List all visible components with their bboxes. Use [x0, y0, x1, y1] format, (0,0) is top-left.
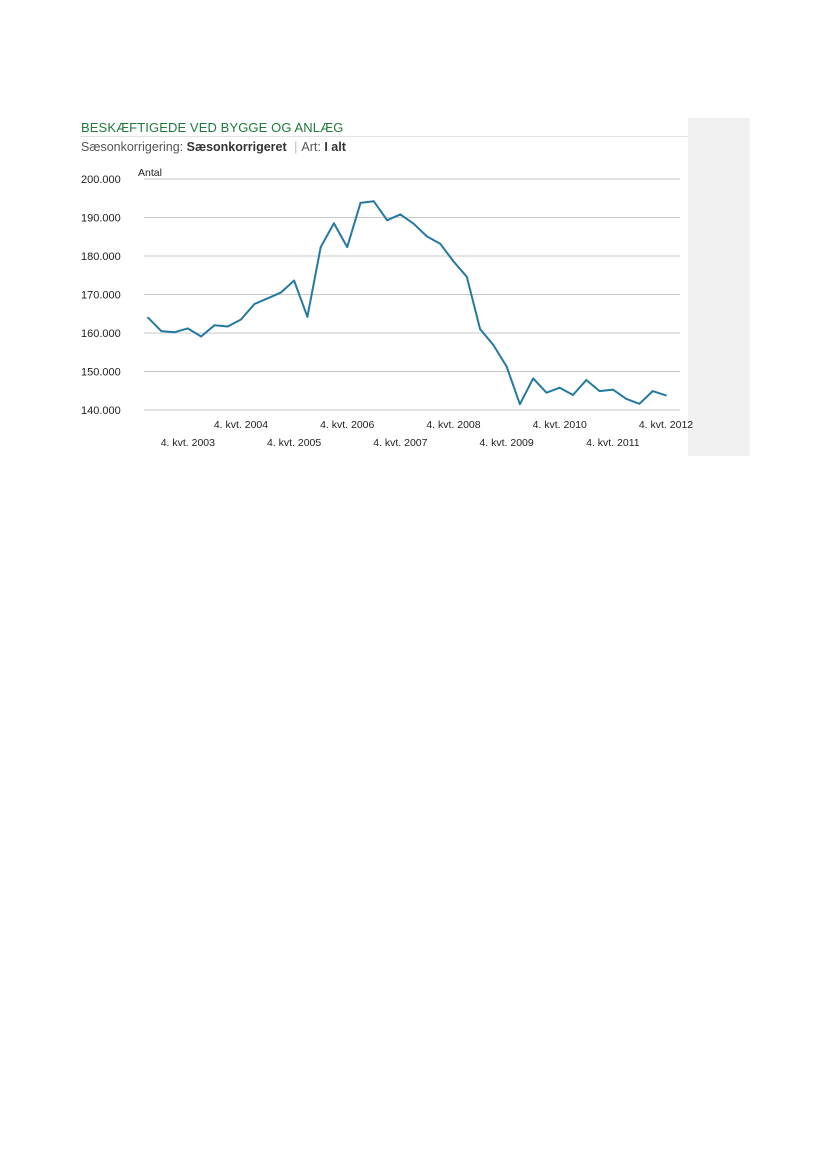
filter-type-label: Art: — [301, 140, 321, 154]
data-point[interactable] — [319, 246, 322, 249]
series-line — [147, 200, 667, 406]
title-divider — [80, 136, 688, 137]
data-point[interactable] — [186, 327, 189, 330]
data-point[interactable] — [226, 325, 229, 328]
data-point[interactable] — [439, 242, 442, 245]
data-point[interactable] — [426, 235, 428, 238]
chart-sidebar — [688, 118, 750, 456]
y-tick-label: 150.000 — [81, 367, 121, 379]
data-point[interactable] — [479, 328, 481, 331]
data-point[interactable] — [386, 219, 388, 222]
y-tick-label: 160.000 — [81, 328, 121, 340]
data-point[interactable] — [545, 391, 548, 394]
data-point[interactable] — [266, 297, 269, 300]
data-point[interactable] — [611, 388, 614, 391]
data-point[interactable] — [651, 390, 654, 393]
data-point[interactable] — [412, 222, 415, 225]
data-point[interactable] — [240, 318, 242, 321]
chart-panel — [78, 118, 750, 456]
filter-summary: Sæsonkorrigering: Sæsonkorrigeret | Art: … — [81, 140, 346, 154]
grid-lines — [144, 178, 680, 411]
x-tick-label: 4. kvt. 2007 — [373, 437, 427, 449]
data-point[interactable] — [279, 291, 282, 294]
data-point[interactable] — [532, 377, 535, 380]
data-point[interactable] — [665, 394, 667, 397]
x-tick-label: 4. kvt. 2005 — [267, 437, 321, 449]
data-point[interactable] — [160, 330, 163, 332]
data-point[interactable] — [598, 390, 601, 393]
x-tick-label: 4. kvt. 2012 — [639, 419, 693, 431]
data-point[interactable] — [452, 260, 455, 263]
data-point[interactable] — [558, 386, 561, 389]
x-tick-label: 4. kvt. 2011 — [586, 437, 640, 449]
data-point[interactable] — [200, 335, 203, 338]
data-point[interactable] — [346, 246, 349, 249]
data-point[interactable] — [585, 379, 588, 381]
x-tick-label: 4. kvt. 2004 — [214, 419, 268, 431]
y-tick-label: 170.000 — [81, 290, 121, 302]
data-point[interactable] — [505, 365, 508, 368]
data-point[interactable] — [372, 200, 375, 203]
data-point[interactable] — [333, 222, 335, 225]
data-point[interactable] — [173, 331, 176, 334]
filter-separator: | — [294, 140, 298, 154]
data-point[interactable] — [147, 316, 149, 319]
y-axis-ticks: 140.000 150.000 160.000 170.000 180.000 190.0… — [81, 174, 121, 417]
y-tick-label: 140.000 — [81, 405, 121, 417]
x-tick-label: 4. kvt. 2003 — [161, 437, 215, 449]
data-point[interactable] — [306, 315, 309, 318]
data-point[interactable] — [638, 402, 641, 405]
data-point[interactable] — [465, 275, 468, 278]
filter-season-label: Sæsonkorrigering: — [81, 140, 184, 154]
x-tick-label: 4. kvt. 2010 — [533, 419, 587, 431]
x-tick-label: 4. kvt. 2009 — [479, 437, 533, 449]
data-point[interactable] — [359, 201, 362, 204]
x-axis-ticks: 4. kvt. 2004 4. kvt. 2006 4. kvt. 2008 4. k… — [161, 419, 694, 449]
y-axis-unit-label: Antal — [138, 167, 162, 179]
filter-type-value[interactable]: I alt — [324, 140, 346, 154]
data-point[interactable] — [213, 324, 216, 327]
x-tick-label: 4. kvt. 2008 — [426, 419, 480, 431]
data-point[interactable] — [253, 303, 256, 306]
data-points — [147, 200, 667, 406]
data-point[interactable] — [625, 397, 628, 400]
data-point[interactable] — [293, 279, 296, 282]
data-point[interactable] — [492, 344, 495, 346]
data-point[interactable] — [399, 213, 402, 216]
y-tick-label: 190.000 — [81, 213, 121, 225]
filter-season-value[interactable]: Sæsonkorrigeret — [186, 140, 287, 154]
y-tick-label: 180.000 — [81, 251, 121, 263]
x-tick-label: 4. kvt. 2006 — [320, 419, 374, 431]
data-point[interactable] — [572, 394, 574, 396]
line-chart: 140.000 150.000 160.000 170.000 180.000 190.0… — [81, 167, 694, 449]
data-point[interactable] — [518, 403, 521, 406]
y-tick-label: 200.000 — [81, 174, 121, 186]
chart-title: BESKÆFTIGEDE VED BYGGE OG ANLÆG — [81, 120, 344, 135]
